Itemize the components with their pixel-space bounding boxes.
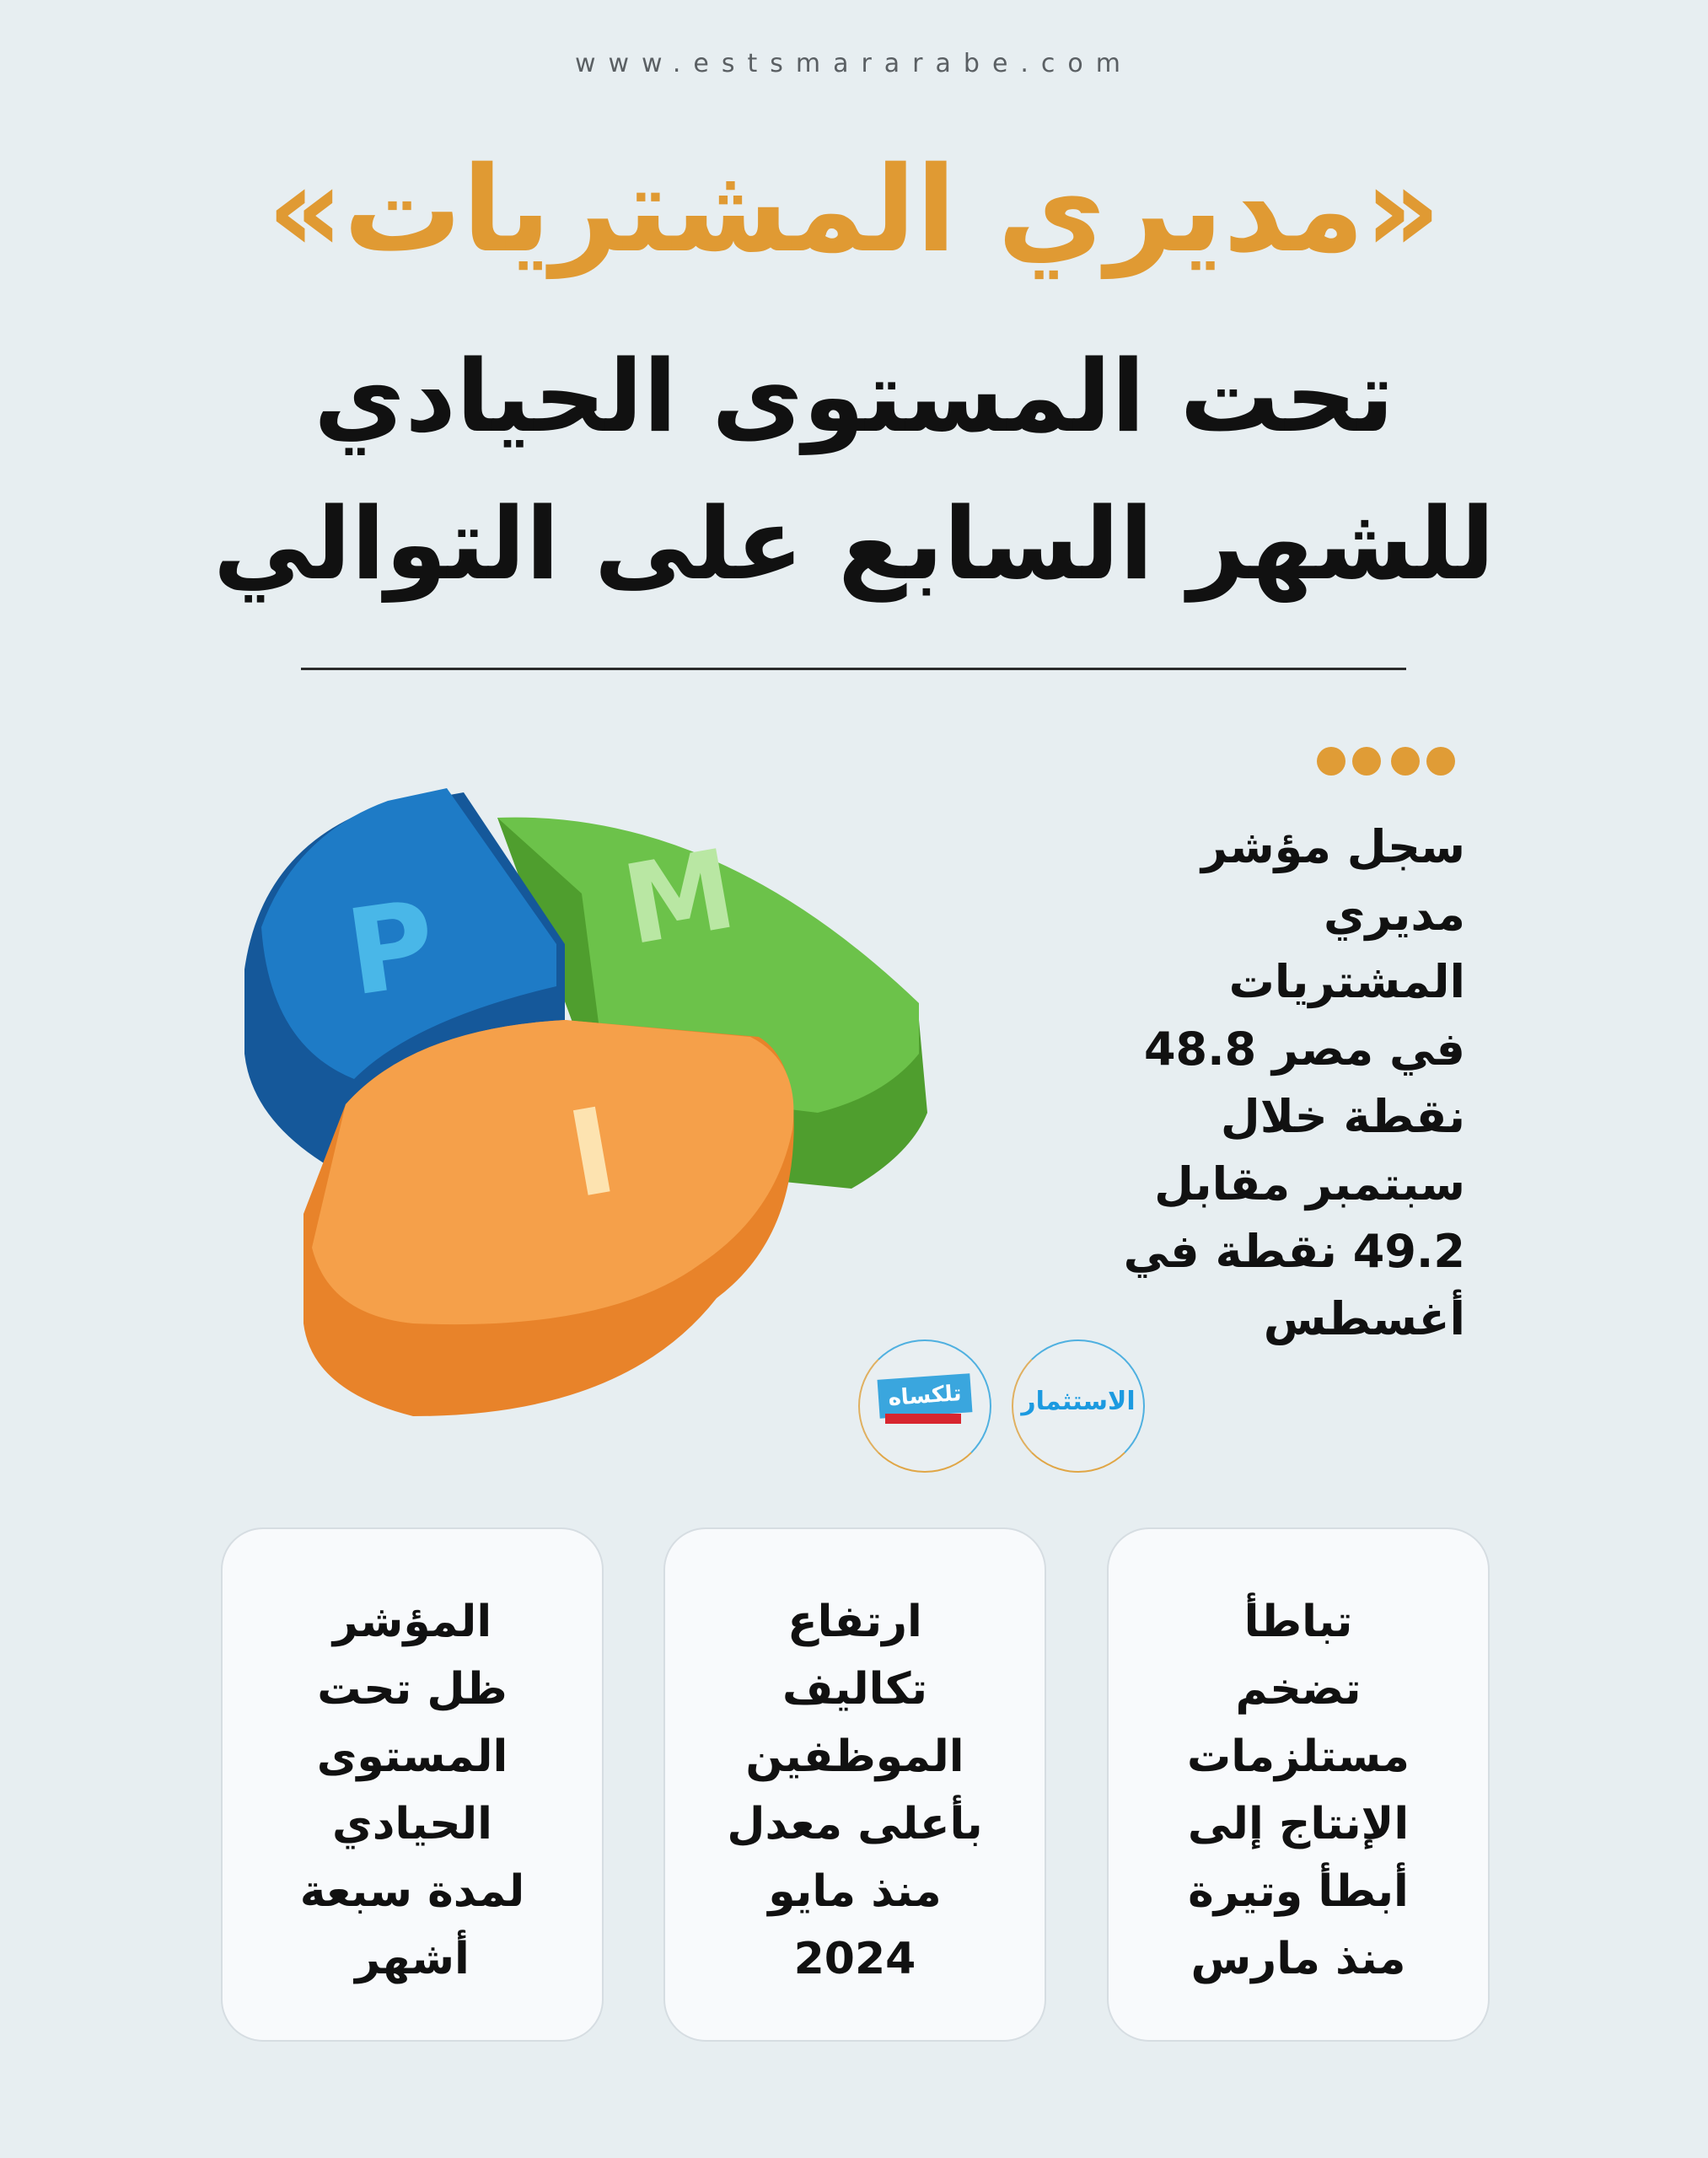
subtitle-line-1: تحت المستوى الحيادي bbox=[314, 338, 1394, 454]
orange-slice bbox=[312, 1020, 794, 1325]
dot-decoration bbox=[1352, 747, 1381, 776]
estithmar-logo-text: الاستثمار bbox=[1021, 1387, 1136, 1416]
card-text: ارتفاع تكاليف الموظفين بأعلى معدل منذ ما… bbox=[727, 1597, 983, 1984]
blue-slice bbox=[261, 788, 556, 1079]
info-card: ارتفاع تكاليف الموظفين بأعلى معدل منذ ما… bbox=[663, 1527, 1046, 2042]
paragraph-line: 49.2 نقطة في bbox=[1123, 1225, 1465, 1278]
summary-paragraph: سجل مؤشر مديري المشتريات في مصر 48.8 نقط… bbox=[1111, 813, 1465, 1353]
info-card: المؤشر ظل تحت المستوى الحيادي لمدة سبعة … bbox=[221, 1527, 604, 2042]
paragraph-line: نقطة خلال bbox=[1220, 1090, 1465, 1143]
subtitle-line-2: للشهر السابع على التوالي bbox=[212, 486, 1496, 602]
paragraph-line: أغسطس bbox=[1263, 1292, 1465, 1345]
website-url: www.estsmararabe.com bbox=[574, 49, 1134, 78]
main-title: «مديري المشتريات» bbox=[266, 142, 1442, 279]
paragraph-line: سبتمبر مقابل bbox=[1154, 1157, 1465, 1211]
estithmar-logo: الاستثمار bbox=[1012, 1339, 1145, 1473]
paragraph-line: المشتريات bbox=[1228, 955, 1465, 1008]
talkasah-logo-text: تلكساه bbox=[877, 1373, 973, 1419]
info-card: تباطأ تضخم مستلزمات الإنتاج إلى أبطأ وتي… bbox=[1107, 1527, 1490, 2042]
dot-decoration bbox=[1426, 747, 1455, 776]
dot-decoration bbox=[1317, 747, 1345, 776]
pmi-pie-image: P M I bbox=[244, 788, 927, 1416]
letter-p: P bbox=[339, 875, 443, 1023]
paragraph-line: سجل مؤشر bbox=[1200, 820, 1465, 873]
logo-red-banner bbox=[885, 1414, 961, 1424]
paragraph-line: مديري bbox=[1324, 888, 1465, 941]
talkasah-logo: تلكساه bbox=[858, 1339, 991, 1473]
card-text: تباطأ تضخم مستلزمات الإنتاج إلى أبطأ وتي… bbox=[1187, 1597, 1410, 1984]
letter-m: M bbox=[615, 824, 744, 969]
divider bbox=[301, 668, 1406, 670]
dot-decoration bbox=[1391, 747, 1420, 776]
card-text: المؤشر ظل تحت المستوى الحيادي لمدة سبعة … bbox=[299, 1597, 525, 1984]
paragraph-line: في مصر 48.8 bbox=[1143, 1023, 1465, 1076]
